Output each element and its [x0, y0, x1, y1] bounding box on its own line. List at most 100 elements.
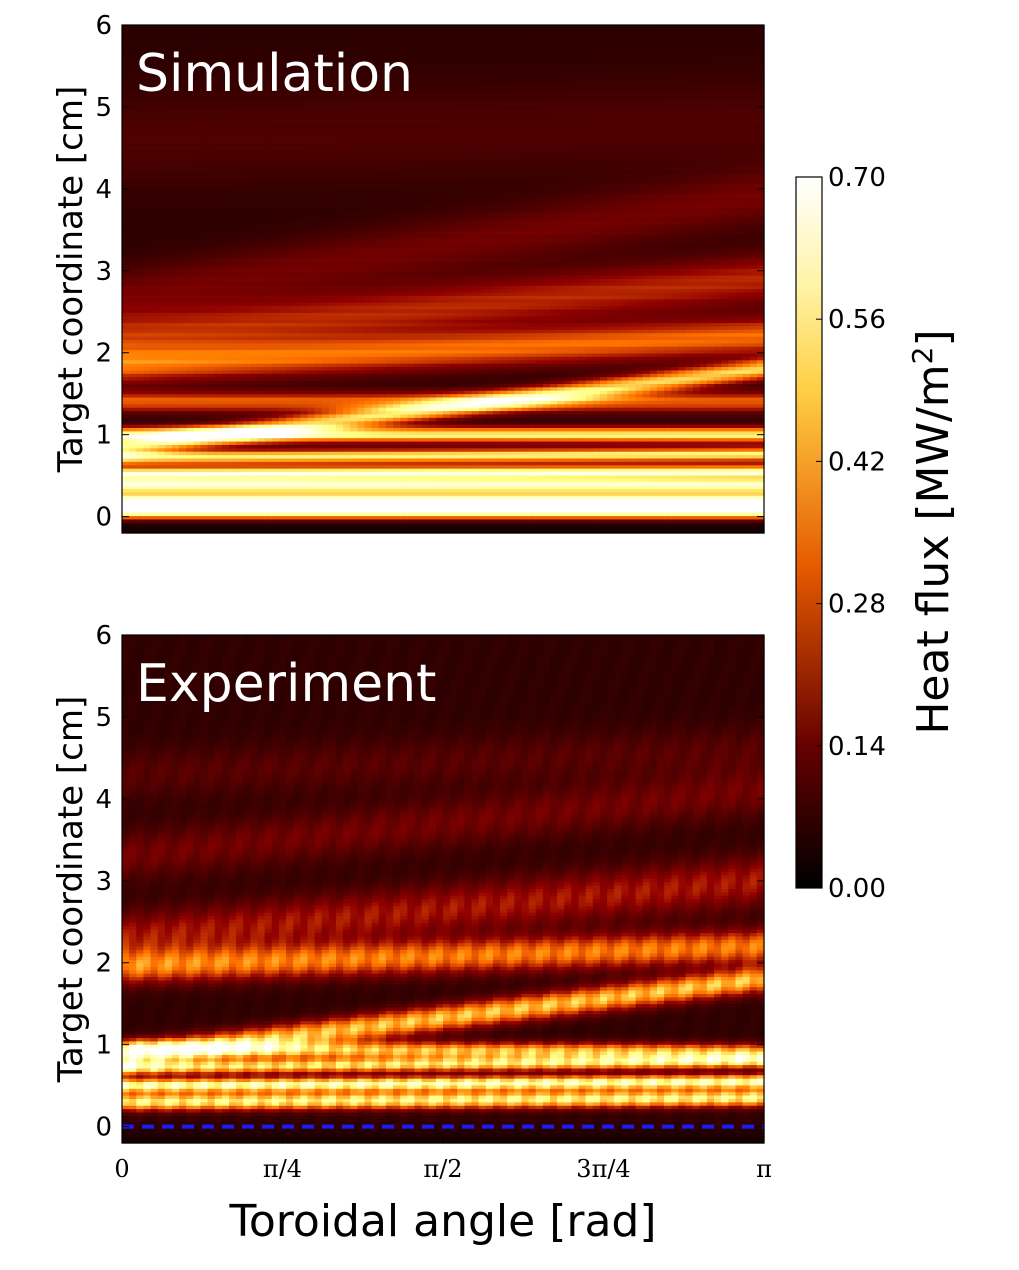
heatmap-cell — [171, 502, 180, 507]
heatmap-cell — [200, 58, 209, 63]
heatmap-cell — [186, 82, 194, 87]
heatmap-cell — [186, 526, 194, 531]
heatmap-cell — [229, 421, 237, 426]
heatmap-cell — [193, 221, 202, 226]
heatmap-cell — [207, 28, 216, 33]
heatmap-cell — [186, 519, 194, 524]
heatmap-cell — [150, 441, 159, 446]
heatmap-cell — [207, 285, 216, 290]
heatmap-cell — [171, 407, 180, 412]
heatmap-cell — [150, 421, 159, 426]
heatmap-cell — [164, 265, 173, 270]
heatmap-cell — [136, 424, 144, 429]
heatmap-cell — [157, 45, 166, 50]
heatmap-cell — [171, 529, 180, 534]
heatmap-cell — [229, 339, 237, 344]
heatmap-cell — [214, 302, 223, 307]
heatmap-cell — [229, 231, 237, 236]
heatmap-cell — [214, 336, 223, 341]
heatmap-cell — [229, 407, 237, 412]
heatmap-cell — [214, 140, 223, 145]
heatmap-cell — [179, 380, 187, 385]
heatmap-cell — [150, 58, 159, 63]
heatmap-cell — [129, 289, 137, 294]
heatmap-cell — [200, 174, 209, 178]
heatmap-cell — [136, 400, 144, 405]
heatmap-cell — [129, 400, 137, 405]
heatmap-cell — [171, 102, 180, 107]
heatmap-cell — [186, 136, 194, 141]
heatmap-cell — [236, 319, 244, 324]
heatmap-cell — [214, 48, 223, 53]
heatmap-cell — [250, 55, 259, 60]
heatmap-cell — [157, 82, 166, 87]
heatmap-cell — [214, 119, 223, 124]
heatmap-cell — [243, 431, 251, 436]
heatmap-cell — [221, 468, 230, 473]
heatmap-cell — [236, 99, 244, 104]
heatmap-cell — [157, 211, 166, 216]
heatmap-cell — [207, 275, 216, 280]
heatmap-cell — [214, 126, 223, 131]
heatmap-cell — [200, 417, 209, 422]
heatmap-cell — [143, 167, 152, 172]
heatmap-cell — [221, 163, 230, 168]
heatmap-cell — [229, 174, 237, 178]
heatmap-cell — [186, 444, 194, 449]
heatmap-cell — [129, 279, 137, 283]
heatmap-cell — [143, 133, 152, 138]
heatmap-cell — [179, 404, 187, 409]
heatmap-cell — [193, 58, 202, 63]
heatmap-cell — [179, 458, 187, 463]
heatmap-cell — [164, 400, 173, 405]
heatmap-cell — [229, 245, 237, 250]
heatmap-cell — [157, 431, 166, 436]
heatmap-cell — [129, 465, 137, 470]
heatmap-cell — [236, 48, 244, 53]
heatmap-cell — [193, 153, 202, 158]
heatmap-cell — [186, 102, 194, 107]
heatmap-cell — [200, 126, 209, 131]
heatmap-cell — [229, 45, 237, 50]
heatmap-cell — [136, 387, 144, 392]
heatmap-cell — [229, 482, 237, 487]
heatmap-cell — [171, 292, 180, 297]
heatmap-cell — [243, 472, 251, 477]
heatmap-cell — [193, 295, 202, 300]
heatmap-cell — [129, 89, 137, 94]
heatmap-cell — [243, 153, 251, 158]
heatmap-cell — [207, 160, 216, 165]
heatmap-cell — [150, 465, 159, 470]
heatmap-cell — [200, 119, 209, 124]
heatmap-cell — [250, 140, 259, 145]
heatmap-cell — [243, 89, 251, 94]
heatmap-cell — [193, 424, 202, 429]
heatmap-cell — [122, 516, 130, 521]
heatmap-cell — [157, 190, 166, 195]
heatmap-cell — [236, 333, 244, 338]
heatmap-cell — [229, 126, 237, 131]
heatmap-cell — [122, 387, 130, 392]
heatmap-cell — [193, 434, 202, 439]
heatmap-cell — [193, 35, 202, 40]
heatmap-cell — [157, 380, 166, 385]
heatmap-cell — [171, 316, 180, 321]
heatmap-cell — [129, 350, 137, 355]
heatmap-cell — [193, 231, 202, 236]
heatmap-cell — [143, 99, 152, 104]
heatmap-cell — [164, 218, 173, 223]
heatmap-cell — [243, 360, 251, 365]
heatmap-cell — [164, 187, 173, 192]
heatmap-cell — [214, 353, 223, 358]
heatmap-cell — [150, 31, 159, 36]
heatmap-cell — [179, 306, 187, 311]
heatmap-cell — [129, 197, 137, 202]
heatmap-cell — [186, 404, 194, 409]
heatmap-cell — [164, 214, 173, 219]
heatmap-cell — [129, 509, 137, 514]
heatmap-cell — [186, 333, 194, 338]
heatmap-cell — [164, 241, 173, 246]
heatmap-cell — [129, 79, 137, 84]
heatmap-cell — [164, 312, 173, 317]
heatmap-cell — [200, 143, 209, 148]
